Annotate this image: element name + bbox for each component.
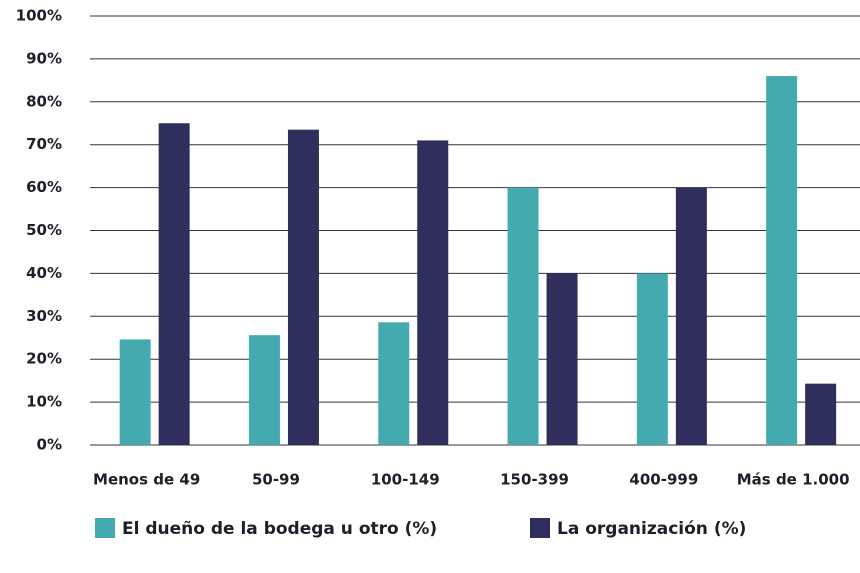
legend-label: La organización (%) (557, 519, 746, 539)
bar (805, 383, 837, 445)
bar (287, 129, 319, 445)
bar (675, 187, 707, 445)
x-tick-label: Más de 1.000 (737, 471, 850, 489)
bar (766, 76, 798, 445)
y-tick-label: 10% (26, 393, 62, 411)
x-tick-label: Menos de 49 (93, 471, 200, 489)
y-tick-label: 0% (37, 436, 62, 454)
bar (248, 335, 280, 445)
x-tick-label: 150-399 (500, 471, 569, 489)
x-tick-label: 50-99 (252, 471, 300, 489)
legend-swatch (530, 518, 550, 538)
legend-swatch (95, 518, 115, 538)
bar (546, 273, 578, 445)
bar (417, 140, 449, 445)
bar (119, 339, 151, 445)
x-tick-label: 400-999 (629, 471, 698, 489)
y-tick-label: 80% (26, 92, 62, 110)
y-tick-label: 60% (26, 178, 62, 196)
y-tick-label: 20% (26, 350, 62, 368)
bar (507, 187, 539, 445)
legend-label: El dueño de la bodega u otro (%) (122, 519, 437, 539)
bar (158, 123, 190, 445)
bar (636, 273, 668, 445)
y-tick-label: 70% (26, 135, 62, 153)
y-tick-label: 40% (26, 264, 62, 282)
y-tick-label: 50% (26, 221, 62, 239)
y-tick-label: 90% (26, 49, 62, 67)
bar (378, 322, 410, 445)
y-tick-label: 100% (16, 7, 62, 25)
y-tick-label: 30% (26, 307, 62, 325)
x-tick-label: 100-149 (371, 471, 440, 489)
